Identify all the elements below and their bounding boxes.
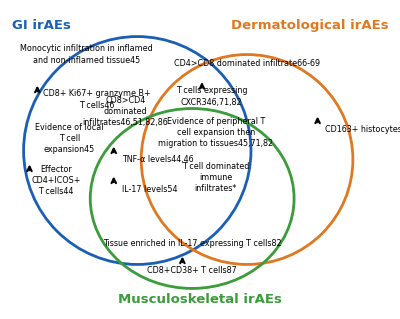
Text: CD8+ Ki67+ granzyme B+
T cells46: CD8+ Ki67+ granzyme B+ T cells46	[43, 89, 151, 110]
Text: CD8>CD4
dominated
infiltrates46,51,82,86: CD8>CD4 dominated infiltrates46,51,82,86	[83, 96, 168, 127]
Text: CD8+CD38+ T cells87: CD8+CD38+ T cells87	[147, 266, 237, 275]
Text: Tissue enriched in IL-17 expressing T cells82: Tissue enriched in IL-17 expressing T ce…	[103, 239, 282, 248]
Text: T cells expressing
CXCR346,71,82: T cells expressing CXCR346,71,82	[176, 86, 248, 107]
Text: Monocytic infiltration in inflamed
and non-inflamed tissue45: Monocytic infiltration in inflamed and n…	[20, 44, 153, 65]
Text: TNF-α levels44,46: TNF-α levels44,46	[122, 155, 193, 164]
Text: Musculoskeletal irAEs: Musculoskeletal irAEs	[118, 293, 282, 307]
Text: GI irAEs: GI irAEs	[12, 19, 71, 32]
Text: Dermatological irAEs: Dermatological irAEs	[230, 19, 388, 32]
Text: Evidence of peripheral T
cell expansion then
migration to tissues45,71,82: Evidence of peripheral T cell expansion …	[158, 117, 273, 148]
Text: CD163+ histocytes67: CD163+ histocytes67	[326, 125, 400, 134]
Text: T cell dominated
immune
infiltrates*: T cell dominated immune infiltrates*	[182, 162, 249, 193]
Text: Effector
CD4+ICOS+
T cells44: Effector CD4+ICOS+ T cells44	[32, 165, 81, 196]
Text: CD4>CD8 dominated infiltrate66-69: CD4>CD8 dominated infiltrate66-69	[174, 59, 320, 68]
Text: IL-17 levels54: IL-17 levels54	[122, 185, 177, 194]
Text: Evidence of local
T cell
expansion45: Evidence of local T cell expansion45	[35, 123, 104, 154]
